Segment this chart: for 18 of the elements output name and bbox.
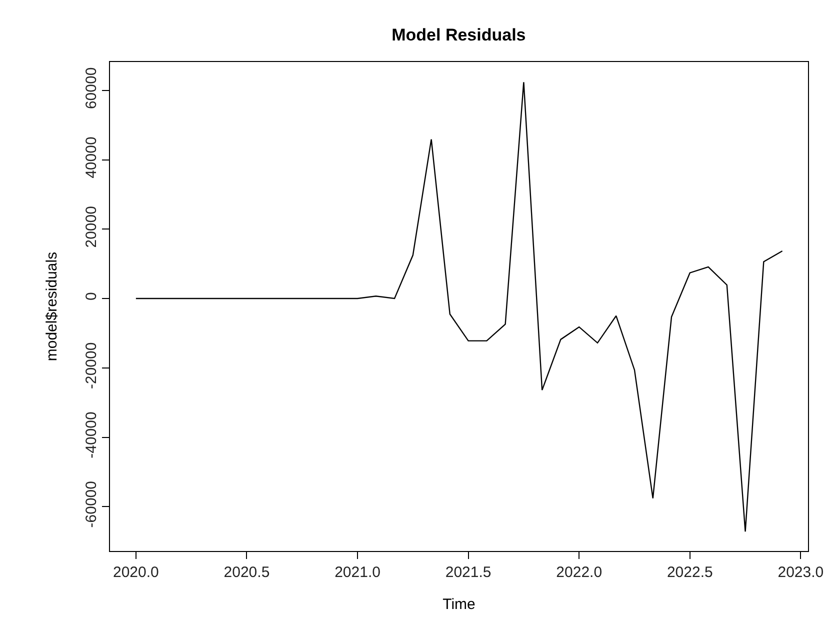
x-tick-label: 2020.5 xyxy=(224,564,270,581)
x-tick-label: 2022.0 xyxy=(556,564,602,581)
x-tick-label: 2023.0 xyxy=(778,564,824,581)
line-series xyxy=(135,82,783,532)
y-tick-label: -20000 xyxy=(83,342,100,389)
chart-title: Model Residuals xyxy=(392,25,526,44)
x-tick-label: 2020.0 xyxy=(112,564,159,581)
x-axis-title: Time xyxy=(442,596,476,613)
y-tick-label: -40000 xyxy=(83,412,100,458)
x-tick-label: 2021.5 xyxy=(445,564,492,581)
y-axis-title: model$residuals xyxy=(43,252,60,362)
y-tick-label: -60000 xyxy=(83,481,100,528)
y-tick-label: 20000 xyxy=(83,206,100,248)
x-tick-label: 2021.0 xyxy=(334,564,380,581)
x-tick-label: 2022.5 xyxy=(666,564,713,581)
y-tick-label: 40000 xyxy=(83,136,100,178)
y-tick-label: 0 xyxy=(83,292,100,300)
y-tick-label: 60000 xyxy=(83,67,100,110)
